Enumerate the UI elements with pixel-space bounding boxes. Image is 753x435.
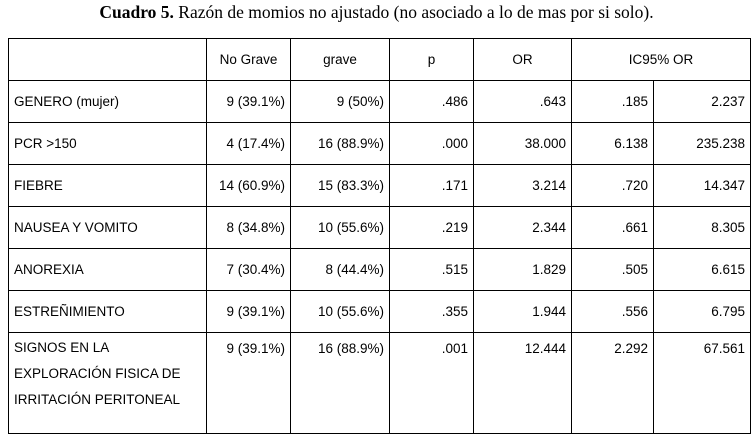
cell-or: 1.944: [473, 290, 572, 333]
cell-p: .355: [389, 290, 474, 333]
cell-p: .486: [389, 80, 474, 123]
cell-no-grave: 4 (17.4%): [206, 122, 291, 165]
cell-no-grave: 9 (39.1%): [206, 80, 291, 123]
row-label-line: SIGNOS EN LA: [14, 340, 110, 355]
cell-ic-high: 235.238: [653, 122, 751, 165]
row-label: FIEBRE: [8, 164, 207, 207]
cell-p: .515: [389, 248, 474, 291]
cell-grave: 9 (50%): [290, 80, 390, 123]
table-row: ANOREXIA 7 (30.4%) 8 (44.4%) .515 1.829 …: [8, 248, 751, 291]
cell-p: .219: [389, 206, 474, 249]
cell-p: .001: [389, 332, 474, 434]
header-no-grave: No Grave: [206, 38, 291, 81]
cell-p: .000: [389, 122, 474, 165]
row-label: SIGNOS EN LA EXPLORACIÓN FISICA DE IRRIT…: [8, 332, 207, 434]
header-or: OR: [473, 38, 572, 81]
cell-or: 1.829: [473, 248, 572, 291]
header-ic95: IC95% OR: [571, 38, 751, 81]
row-label: ESTREÑIMIENTO: [8, 290, 207, 333]
cell-ic-low: .720: [571, 164, 654, 207]
table-row: FIEBRE 14 (60.9%) 15 (83.3%) .171 3.214 …: [8, 164, 751, 207]
cell-or: .643: [473, 80, 572, 123]
header-row: No Grave grave p OR IC95% OR: [8, 38, 751, 81]
cell-ic-low: 6.138: [571, 122, 654, 165]
cell-grave: 16 (88.9%): [290, 332, 390, 434]
cell-grave: 15 (83.3%): [290, 164, 390, 207]
cell-grave: 8 (44.4%): [290, 248, 390, 291]
cell-ic-low: .185: [571, 80, 654, 123]
row-label: PCR >150: [8, 122, 207, 165]
cell-ic-high: 6.615: [653, 248, 751, 291]
cell-grave: 10 (55.6%): [290, 206, 390, 249]
cell-no-grave: 9 (39.1%): [206, 332, 291, 434]
table-row: NAUSEA Y VOMITO 8 (34.8%) 10 (55.6%) .21…: [8, 206, 751, 249]
row-label: ANOREXIA: [8, 248, 207, 291]
cell-or: 12.444: [473, 332, 572, 434]
cell-grave: 16 (88.9%): [290, 122, 390, 165]
cell-no-grave: 8 (34.8%): [206, 206, 291, 249]
row-label: GENERO (mujer): [8, 80, 207, 123]
cell-or: 38.000: [473, 122, 572, 165]
cell-or: 2.344: [473, 206, 572, 249]
row-label: NAUSEA Y VOMITO: [8, 206, 207, 249]
cell-ic-low: .505: [571, 248, 654, 291]
cell-no-grave: 14 (60.9%): [206, 164, 291, 207]
cell-ic-low: 2.292: [571, 332, 654, 434]
table-row: SIGNOS EN LA EXPLORACIÓN FISICA DE IRRIT…: [8, 332, 751, 434]
cell-ic-low: .661: [571, 206, 654, 249]
cell-ic-high: 67.561: [653, 332, 751, 434]
caption-number: Cuadro 5.: [99, 2, 174, 22]
cell-ic-low: .556: [571, 290, 654, 333]
cell-p: .171: [389, 164, 474, 207]
table-row: ESTREÑIMIENTO 9 (39.1%) 10 (55.6%) .355 …: [8, 290, 751, 333]
cell-ic-high: 8.305: [653, 206, 751, 249]
header-p: p: [389, 38, 474, 81]
row-label-line: IRRITACIÓN PERITONEAL: [14, 392, 181, 407]
header-empty: [8, 38, 207, 81]
table-row: GENERO (mujer) 9 (39.1%) 9 (50%) .486 .6…: [8, 80, 751, 123]
cell-ic-high: 14.347: [653, 164, 751, 207]
cell-no-grave: 9 (39.1%): [206, 290, 291, 333]
cell-ic-high: 2.237: [653, 80, 751, 123]
cell-grave: 10 (55.6%): [290, 290, 390, 333]
caption-text: Razón de momios no ajustado (no asociado…: [178, 2, 654, 22]
table-caption: Cuadro 5. Razón de momios no ajustado (n…: [0, 0, 753, 26]
cell-or: 3.214: [473, 164, 572, 207]
row-label-line: EXPLORACIÓN FISICA DE: [14, 366, 181, 381]
table-row: PCR >150 4 (17.4%) 16 (88.9%) .000 38.00…: [8, 122, 751, 165]
header-grave: grave: [290, 38, 390, 81]
cell-no-grave: 7 (30.4%): [206, 248, 291, 291]
cell-ic-high: 6.795: [653, 290, 751, 333]
odds-ratio-table: No Grave grave p OR IC95% OR GENERO (muj…: [8, 38, 751, 434]
